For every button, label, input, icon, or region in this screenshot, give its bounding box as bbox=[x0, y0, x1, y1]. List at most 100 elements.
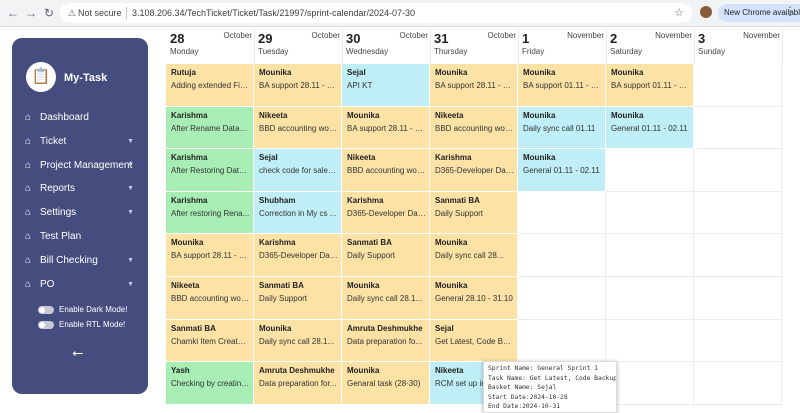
sidebar-item-ticket[interactable]: ⌂ Ticket ▼ bbox=[12, 130, 148, 154]
task-card[interactable]: Nikeeta BBD accounting working bbox=[430, 106, 518, 150]
chrome-update-button[interactable]: New Chrome available bbox=[718, 4, 800, 22]
task-assignee: Mounika bbox=[171, 238, 204, 248]
collapse-sidebar-icon[interactable]: ⭠ bbox=[72, 344, 84, 360]
task-assignee: Mounika bbox=[611, 110, 644, 120]
calendar-slot bbox=[694, 362, 782, 405]
task-title: Daily Support bbox=[347, 251, 396, 261]
task-card[interactable]: Mounika Daily sync call 01.11 bbox=[518, 106, 606, 150]
task-assignee: Nikeeta bbox=[347, 153, 376, 163]
task-assignee: Mounika bbox=[523, 68, 556, 77]
sidebar-item-project-management[interactable]: ⌂ Project Management ▼ bbox=[12, 154, 148, 178]
chevron-down-icon[interactable]: ▼ bbox=[127, 256, 134, 264]
task-card[interactable]: Mounika BA support 28.11 - 31.10 bbox=[254, 64, 342, 107]
home-icon: ⌂ bbox=[25, 278, 32, 290]
address-bar[interactable]: ⚠ Not secure 3.108.206.34/TechTicket/Tic… bbox=[60, 3, 692, 23]
url-text[interactable]: 3.108.206.34/TechTicket/Ticket/Task/2199… bbox=[132, 8, 415, 18]
day-month: November bbox=[655, 31, 692, 40]
browser-menu-icon[interactable]: ⋮ bbox=[784, 4, 796, 18]
task-card[interactable]: Karishma After restoring Rena... bbox=[166, 191, 254, 235]
task-card[interactable]: Mounika Daily sync call 28.1... bbox=[254, 319, 342, 363]
profile-avatar[interactable] bbox=[700, 6, 712, 18]
reload-icon[interactable]: ↻ bbox=[43, 6, 55, 20]
chevron-down-icon[interactable]: ▼ bbox=[127, 185, 134, 193]
task-card[interactable]: Shubham Correction in My cs ... bbox=[254, 191, 342, 235]
chevron-down-icon[interactable]: ▼ bbox=[127, 137, 134, 145]
chevron-down-icon[interactable]: ▼ bbox=[127, 280, 134, 288]
task-card[interactable]: Sanmati BA Daily Support bbox=[430, 191, 518, 235]
forward-icon[interactable]: → bbox=[25, 6, 37, 20]
task-card[interactable]: Mounika BA support 28.11 - 31.10 bbox=[342, 106, 430, 150]
chevron-down-icon[interactable]: ▼ bbox=[127, 209, 134, 217]
chevron-down-icon[interactable]: ▼ bbox=[127, 161, 134, 169]
task-card[interactable]: Nikeeta BBD accounting working bbox=[254, 106, 342, 150]
task-card[interactable]: Mounika Genaral task (28-30) bbox=[342, 362, 430, 405]
task-assignee: Mounika bbox=[347, 281, 380, 290]
day-header: 2 November Saturday bbox=[606, 28, 695, 64]
task-title: check code for sales... bbox=[259, 166, 338, 176]
sidebar-item-test-plan[interactable]: ⌂ Test Plan bbox=[12, 225, 148, 249]
dark-mode-switch[interactable] bbox=[38, 306, 54, 314]
task-title: Data preparation fo... bbox=[347, 336, 423, 346]
task-card[interactable]: Sejal check code for sales... bbox=[254, 149, 342, 192]
bookmark-star-icon[interactable]: ☆ bbox=[674, 7, 684, 19]
calendar-slot bbox=[694, 319, 782, 363]
day-name: Sunday bbox=[698, 47, 726, 56]
task-title: BBD accounting working bbox=[435, 123, 514, 133]
task-card[interactable]: Mounika BA support 01.11 - 02.11 bbox=[606, 64, 694, 107]
task-card[interactable]: Karishma D365-Developer Daily... bbox=[430, 149, 518, 192]
task-assignee: Sejal bbox=[259, 153, 278, 163]
task-card[interactable]: Mounika BA support 28.11 - 31.10 bbox=[166, 234, 254, 277]
task-title: Daily sync call 28.1... bbox=[259, 336, 335, 346]
task-card[interactable]: Mounika BA support 28.11 - 31.10 bbox=[430, 64, 518, 107]
back-icon[interactable]: ← bbox=[7, 6, 19, 20]
day-header: 29 October Tuesday bbox=[254, 28, 343, 64]
task-card[interactable]: Sanmati BA Chamki Item Create k... bbox=[166, 319, 254, 363]
calendar-slot bbox=[694, 191, 782, 235]
task-card[interactable]: Nikeeta BBD accounting working bbox=[166, 277, 254, 320]
task-card[interactable]: Amruta Deshmukhe Data preparation fo... bbox=[342, 319, 430, 363]
sidebar-item-po[interactable]: ⌂ PO ▼ bbox=[12, 273, 148, 297]
task-card[interactable]: Sejal API KT bbox=[342, 64, 430, 107]
sidebar-item-reports[interactable]: ⌂ Reports ▼ bbox=[12, 177, 148, 201]
task-card[interactable]: Mounika Daily sync call 28... bbox=[430, 234, 518, 277]
task-card[interactable]: Karishma D365-Developer Daily... bbox=[342, 191, 430, 235]
day-name: Saturday bbox=[610, 47, 643, 56]
task-card[interactable]: Mounika General 28.10 - 31.10 bbox=[430, 277, 518, 320]
task-card[interactable]: Mounika General 01.11 - 02.11 bbox=[518, 149, 606, 192]
task-card[interactable]: Rutuja Adding extended Fiel... bbox=[166, 64, 254, 107]
task-title: D365-Developer Daily... bbox=[347, 208, 426, 218]
task-card[interactable]: Nikeeta BBD accounting working bbox=[342, 149, 430, 192]
task-card[interactable]: Mounika General 01.11 - 02.11 bbox=[606, 106, 694, 150]
task-assignee: Mounika bbox=[259, 323, 292, 333]
task-card[interactable]: Yash Checking by creating... bbox=[166, 362, 254, 405]
task-card[interactable]: Karishma D365-Developer Daily... bbox=[254, 234, 342, 277]
sidebar-menu: ⌂ Dashboard ⌂ Ticket ▼ ⌂ Project Management ▼ ⌂ R… bbox=[12, 106, 148, 296]
sidebar-item-settings[interactable]: ⌂ Settings ▼ bbox=[12, 201, 148, 225]
task-card[interactable]: Karishma After Restoring Data... bbox=[166, 149, 254, 192]
sidebar-item-dashboard[interactable]: ⌂ Dashboard bbox=[12, 106, 148, 130]
task-card[interactable]: Amruta Deshmukhe Data preparation for... bbox=[254, 362, 342, 405]
clipboard-icon: 📋 bbox=[26, 62, 56, 92]
task-title: After Restoring Data... bbox=[171, 166, 250, 176]
task-card[interactable]: Mounika Daily sync call 28.1... bbox=[342, 277, 430, 320]
task-card[interactable]: Karishma After Rename Databas... bbox=[166, 106, 254, 150]
task-assignee: Karishma bbox=[347, 195, 384, 205]
security-label[interactable]: Not secure bbox=[78, 8, 122, 18]
task-title: After Rename Databas... bbox=[171, 123, 250, 133]
task-card[interactable]: Sanmati BA Daily Support bbox=[342, 234, 430, 277]
task-card[interactable]: Sejal Get Latest, Code Backup bbox=[430, 319, 518, 363]
rtl-mode-switch[interactable] bbox=[38, 321, 54, 329]
day-num: 30 bbox=[346, 31, 361, 46]
task-title: Chamki Item Create k... bbox=[171, 336, 250, 346]
tooltip-line: End Date:2024-10-31 bbox=[488, 403, 561, 411]
task-assignee: Mounika bbox=[523, 110, 556, 120]
calendar-slot bbox=[518, 277, 606, 320]
home-icon: ⌂ bbox=[25, 159, 32, 171]
not-secure-icon[interactable]: ⚠ bbox=[68, 8, 77, 18]
day-name: Tuesday bbox=[258, 47, 289, 56]
sidebar-item-bill-checking[interactable]: ⌂ Bill Checking ▼ bbox=[12, 249, 148, 273]
task-card[interactable]: Sanmati BA Daily Support bbox=[254, 277, 342, 320]
task-assignee: Nikeeta bbox=[259, 110, 288, 120]
task-assignee: Mounika bbox=[611, 68, 644, 77]
task-card[interactable]: Mounika BA support 01.11 - 02.11 bbox=[518, 64, 606, 107]
